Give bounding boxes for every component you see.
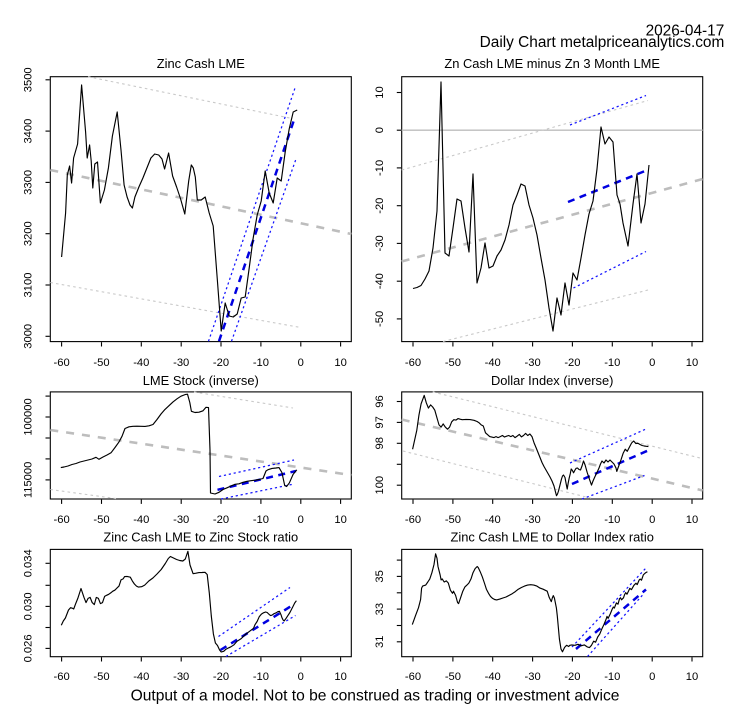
svg-text:2026-04-17: 2026-04-17 — [646, 22, 725, 39]
svg-text:-40: -40 — [133, 514, 149, 526]
svg-text:LME Stock (inverse): LME Stock (inverse) — [143, 373, 259, 388]
svg-text:-30: -30 — [173, 671, 189, 683]
svg-text:33: 33 — [374, 603, 386, 615]
svg-text:-50: -50 — [93, 357, 109, 369]
svg-text:-30: -30 — [525, 671, 541, 683]
svg-text:Daily Chart metalpriceanalytic: Daily Chart metalpriceanalytics.com — [480, 34, 725, 51]
svg-text:-40: -40 — [133, 357, 149, 369]
svg-text:3300: 3300 — [23, 170, 35, 195]
svg-text:-20: -20 — [564, 514, 580, 526]
svg-text:31: 31 — [374, 636, 386, 648]
svg-text:97: 97 — [374, 416, 386, 428]
svg-text:-50: -50 — [445, 671, 461, 683]
svg-text:10: 10 — [686, 514, 698, 526]
svg-text:-10: -10 — [253, 514, 269, 526]
svg-text:0.026: 0.026 — [23, 634, 35, 662]
svg-text:Output of a model. Not to be c: Output of a model. Not to be construed a… — [131, 687, 620, 704]
svg-text:-30: -30 — [525, 357, 541, 369]
svg-text:-40: -40 — [133, 671, 149, 683]
svg-text:-10: -10 — [374, 160, 386, 176]
svg-text:3500: 3500 — [23, 67, 35, 92]
svg-text:-50: -50 — [93, 514, 109, 526]
svg-text:-40: -40 — [485, 357, 501, 369]
svg-text:3100: 3100 — [23, 273, 35, 298]
svg-text:-50: -50 — [445, 514, 461, 526]
svg-text:Zinc Cash LME to Zinc Stock ra: Zinc Cash LME to Zinc Stock ratio — [103, 530, 298, 545]
svg-text:Zn Cash LME minus Zn 3 Month L: Zn Cash LME minus Zn 3 Month LME — [444, 56, 660, 71]
svg-text:0: 0 — [298, 514, 304, 526]
svg-text:100000: 100000 — [23, 398, 35, 435]
svg-text:-50: -50 — [374, 311, 386, 327]
svg-text:-50: -50 — [93, 671, 109, 683]
svg-text:Dollar Index (inverse): Dollar Index (inverse) — [491, 373, 614, 388]
svg-text:-60: -60 — [405, 671, 421, 683]
svg-text:Zinc Cash LME: Zinc Cash LME — [157, 56, 246, 71]
svg-text:-10: -10 — [604, 671, 620, 683]
svg-text:10: 10 — [686, 671, 698, 683]
svg-text:35: 35 — [374, 570, 386, 582]
svg-text:-20: -20 — [213, 357, 229, 369]
svg-text:10: 10 — [686, 357, 698, 369]
svg-text:115000: 115000 — [23, 462, 35, 499]
svg-text:0: 0 — [374, 127, 386, 133]
svg-text:-20: -20 — [213, 671, 229, 683]
svg-text:3200: 3200 — [23, 221, 35, 246]
svg-text:0: 0 — [649, 514, 655, 526]
svg-text:10: 10 — [334, 357, 346, 369]
svg-text:-30: -30 — [525, 514, 541, 526]
svg-text:-40: -40 — [485, 671, 501, 683]
svg-text:98: 98 — [374, 437, 386, 449]
svg-text:-60: -60 — [54, 514, 70, 526]
svg-text:-60: -60 — [405, 357, 421, 369]
svg-text:3400: 3400 — [23, 119, 35, 144]
svg-text:0: 0 — [298, 671, 304, 683]
svg-text:-60: -60 — [54, 671, 70, 683]
svg-text:-20: -20 — [564, 357, 580, 369]
svg-text:-10: -10 — [253, 357, 269, 369]
svg-text:-20: -20 — [374, 198, 386, 214]
svg-text:0: 0 — [649, 357, 655, 369]
svg-text:10: 10 — [334, 671, 346, 683]
svg-text:-20: -20 — [213, 514, 229, 526]
svg-text:-10: -10 — [253, 671, 269, 683]
svg-text:0.030: 0.030 — [23, 592, 35, 620]
svg-text:-40: -40 — [374, 273, 386, 289]
svg-text:10: 10 — [334, 514, 346, 526]
svg-text:-50: -50 — [445, 357, 461, 369]
svg-text:-30: -30 — [173, 514, 189, 526]
svg-text:-60: -60 — [405, 514, 421, 526]
svg-text:-30: -30 — [173, 357, 189, 369]
svg-text:0: 0 — [649, 671, 655, 683]
svg-text:100: 100 — [374, 476, 386, 495]
svg-text:0: 0 — [298, 357, 304, 369]
svg-text:96: 96 — [374, 395, 386, 407]
svg-text:-30: -30 — [374, 235, 386, 251]
svg-text:-40: -40 — [485, 514, 501, 526]
svg-text:10: 10 — [374, 86, 386, 98]
svg-text:-60: -60 — [54, 357, 70, 369]
svg-text:0.034: 0.034 — [23, 549, 35, 577]
svg-text:3000: 3000 — [23, 324, 35, 349]
svg-text:-20: -20 — [564, 671, 580, 683]
svg-text:-10: -10 — [604, 514, 620, 526]
svg-text:-10: -10 — [604, 357, 620, 369]
svg-text:Zinc Cash LME to Dollar Index: Zinc Cash LME to Dollar Index ratio — [450, 530, 653, 545]
